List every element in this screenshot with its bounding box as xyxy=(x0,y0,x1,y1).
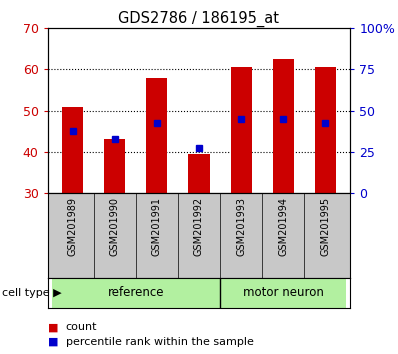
Bar xyxy=(314,67,336,193)
Text: ■: ■ xyxy=(48,322,58,332)
Text: ■: ■ xyxy=(48,337,58,347)
Bar xyxy=(189,154,209,193)
Bar xyxy=(104,139,125,193)
Text: GSM201992: GSM201992 xyxy=(194,197,204,256)
Bar xyxy=(220,278,346,308)
Text: GSM201994: GSM201994 xyxy=(278,197,288,256)
Bar xyxy=(230,67,252,193)
Text: GSM201989: GSM201989 xyxy=(68,197,78,256)
Bar xyxy=(62,107,84,193)
Text: GSM201993: GSM201993 xyxy=(236,197,246,256)
Text: GSM201991: GSM201991 xyxy=(152,197,162,256)
Title: GDS2786 / 186195_at: GDS2786 / 186195_at xyxy=(119,11,279,27)
Text: percentile rank within the sample: percentile rank within the sample xyxy=(66,337,254,347)
Text: cell type ▶: cell type ▶ xyxy=(2,288,62,298)
Text: motor neuron: motor neuron xyxy=(243,286,324,299)
Text: GSM201995: GSM201995 xyxy=(320,197,330,256)
Text: count: count xyxy=(66,322,97,332)
Text: reference: reference xyxy=(108,286,164,299)
Bar xyxy=(273,59,293,193)
Bar xyxy=(146,78,168,193)
Text: GSM201990: GSM201990 xyxy=(110,197,120,256)
Bar xyxy=(52,278,220,308)
